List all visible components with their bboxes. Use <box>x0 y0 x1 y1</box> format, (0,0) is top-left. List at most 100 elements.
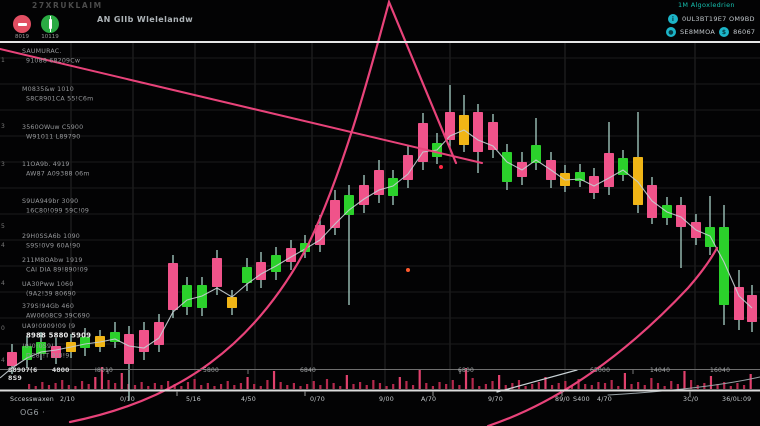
left-panel-value: 16C80!099 59C!09 <box>26 208 89 215</box>
candle-body <box>242 267 252 283</box>
inner-axis-label: 6840 <box>300 367 316 374</box>
candle-body <box>747 295 757 322</box>
candle-body <box>618 158 628 175</box>
volume-bar <box>531 384 534 389</box>
volume-bar <box>716 384 719 389</box>
volume-bar <box>690 380 693 389</box>
candle-icon <box>48 16 52 32</box>
volume-bar <box>478 386 481 389</box>
side-note: 8S9 <box>8 375 22 382</box>
volume-bar <box>140 382 143 389</box>
volume-bar <box>570 386 574 389</box>
volume-bar <box>464 368 468 389</box>
time-axis-label: Sccesswaxen <box>10 396 54 403</box>
volume-bar <box>339 386 342 389</box>
candle-body <box>719 227 729 305</box>
candle-body <box>154 322 164 345</box>
user-badge-icon: ● <box>666 27 676 37</box>
time-axis-label: 0/70 <box>310 396 325 403</box>
time-axis-label: 9/70 <box>488 396 503 403</box>
volume-bar <box>61 380 64 389</box>
volume-bar <box>663 386 666 389</box>
volume-bar <box>577 379 580 389</box>
candle-body <box>36 342 46 354</box>
volume-bar <box>279 382 282 389</box>
volume-bar <box>246 377 249 389</box>
inner-axis-label: 16040 <box>710 367 730 374</box>
inner-axis-label: 6800 <box>458 367 474 374</box>
moving-average-line <box>0 129 753 379</box>
volume-bar <box>193 379 196 389</box>
candle-body <box>80 337 90 348</box>
volume-bar <box>147 386 150 389</box>
sell-button[interactable] <box>13 15 31 33</box>
left-panel-value: AW0608C9 39C690 <box>26 313 90 320</box>
candle-body <box>734 287 744 320</box>
volume-bar <box>200 385 203 389</box>
volume-bar <box>87 384 90 389</box>
account-id: 0UL3BT19E7 OM9BD <box>682 15 755 23</box>
volume-bar <box>676 384 679 389</box>
volume-bar <box>418 369 421 389</box>
volume-bar <box>637 382 640 389</box>
candle-body <box>212 258 222 287</box>
volume-bar <box>742 385 746 389</box>
volume-bar <box>709 376 713 389</box>
volume-bar <box>186 382 190 389</box>
volume-bar <box>266 380 269 389</box>
buy-button[interactable] <box>41 15 59 33</box>
candle-body <box>589 176 599 193</box>
left-panel-label: !0!0!0S9! <box>22 343 54 350</box>
time-axis-label: 89/0 <box>555 396 570 403</box>
left-panel-label: 379S!94Gb 460 <box>22 303 74 310</box>
timeframe-label[interactable]: 1M Algoxledrien <box>678 1 735 9</box>
trade-marker-dot <box>439 165 443 169</box>
candle-body <box>473 112 483 152</box>
volume-bar <box>451 380 454 389</box>
y-axis-tick-label: 3 <box>1 161 5 168</box>
inner-axis-label: 14040 <box>650 367 670 374</box>
left-panel-value: W91011 L89790 <box>26 134 80 141</box>
volume-bar <box>597 382 600 389</box>
volume-bar <box>405 381 408 389</box>
candle-body <box>256 262 266 280</box>
left-panel-value: 91088 68209Cw <box>26 58 80 65</box>
left-panel-value: AW87 A09388 06m <box>26 171 90 178</box>
volume-bar <box>729 386 732 389</box>
left-panel-label: SAUMURAC. <box>22 48 62 55</box>
volume-bar <box>445 384 448 389</box>
candle-body <box>388 178 398 196</box>
inner-axis-label: 5800 <box>203 367 219 374</box>
watermark-text: 27XRUKLAIM <box>32 1 103 10</box>
inner-axis-label: 4800 <box>52 367 70 374</box>
y-axis-tick-label: 4 <box>1 357 5 364</box>
volume-bar <box>28 384 31 389</box>
volume-bar <box>306 384 309 389</box>
volume-bar <box>650 378 653 389</box>
volume-bar <box>504 385 507 389</box>
volume-bar <box>537 382 540 389</box>
volume-bar <box>239 383 243 389</box>
left-panel-label: S9UA949br 3090 <box>22 198 78 205</box>
candle-body <box>139 330 149 352</box>
volume-bar <box>372 380 375 389</box>
time-axis-label: 2/10 <box>60 396 75 403</box>
volume-bar <box>749 374 752 389</box>
volume-bar <box>517 380 521 389</box>
volume-bar <box>54 383 57 389</box>
candle-body <box>124 334 134 364</box>
volume-bar <box>299 386 302 389</box>
volume-bar <box>392 384 395 389</box>
volume-bar <box>114 383 117 389</box>
time-axis-label: 4/50 <box>241 396 256 403</box>
volume-bar <box>67 385 70 389</box>
y-axis-tick-label: 5 <box>1 223 5 230</box>
volume-bar <box>219 384 223 389</box>
volume-bar <box>524 386 527 389</box>
volume-bar <box>253 384 256 389</box>
left-panel-label: 29H0SSA6b 1090 <box>22 233 80 240</box>
y-axis-tick-label: 4 <box>1 280 5 287</box>
volume-bar <box>107 380 110 389</box>
